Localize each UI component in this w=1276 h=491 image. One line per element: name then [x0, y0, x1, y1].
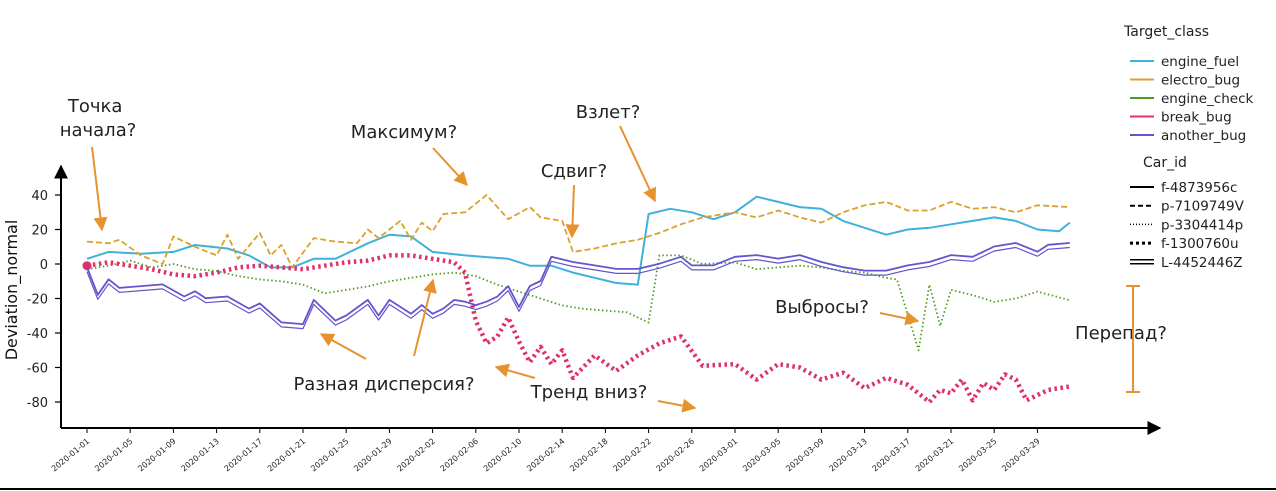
legend-label-car: f-4873956c — [1161, 180, 1237, 196]
annotation-arrow-max — [432, 147, 468, 187]
annotation-trend: Тренд вниз? — [530, 382, 648, 403]
x-tick-label: 2020-02-22 — [611, 437, 652, 474]
legend-label-car: L-4452446Z — [1161, 255, 1243, 271]
x-tick-label: 2020-01-09 — [136, 437, 177, 474]
series-line-another_bug-second — [86, 246, 1070, 330]
x-tick-label: 2020-02-10 — [482, 437, 523, 474]
annotation-bracket-drop — [1126, 285, 1140, 393]
legend-label-break_bug: break_bug — [1161, 110, 1232, 126]
annotation-start: Точка начала? — [60, 96, 137, 141]
series-line-break_bug — [86, 253, 1071, 405]
y-tick-label: -80 — [27, 396, 48, 411]
annotation-arrow-outliers — [879, 311, 920, 326]
x-tick-label: 2020-01-25 — [309, 437, 350, 474]
legend-title-class: Target_class — [1123, 24, 1209, 40]
legend-label-electro_bug: electro_bug — [1161, 73, 1240, 89]
annotation-outliers: Выбросы? — [775, 297, 869, 318]
y-tick-labels: 40 20 0 -20 -40 -60 -80 — [27, 189, 61, 411]
annotation-arrow-takeoff — [619, 125, 657, 203]
annotation-arrow-trend-left — [494, 363, 536, 379]
legend-label-another_bug: another_bug — [1161, 128, 1246, 144]
annotation-arrow-shift — [565, 184, 580, 239]
x-tick-label: 2020-02-26 — [655, 437, 696, 474]
legend: Target_class engine_fuel electro_bugengine… — [1123, 24, 1254, 271]
legend-label-car: p-3304414p — [1161, 217, 1243, 233]
x-tick-label: 2020-03-05 — [741, 437, 782, 474]
y-tick-label: 40 — [31, 189, 48, 204]
y-tick-label: 20 — [31, 224, 48, 239]
x-tick-label: 2020-02-14 — [525, 437, 566, 474]
x-tick-label: 2020-03-25 — [957, 437, 998, 474]
annotation-arrow-trend-right — [657, 398, 697, 413]
legend-title-car: Car_id — [1143, 155, 1187, 171]
series-line-engine_check — [86, 254, 1071, 352]
x-tick-label: 2020-03-09 — [784, 437, 825, 474]
y-tick-label: 0 — [40, 258, 48, 273]
legend-label-car: f-1300760u — [1161, 236, 1239, 252]
x-tick-label: 2020-02-02 — [395, 437, 436, 474]
x-tick-label: 2020-01-13 — [179, 437, 220, 474]
x-tick-label: 2020-03-29 — [1000, 437, 1041, 474]
series-line-electro_bug — [86, 194, 1070, 269]
annotation-takeoff: Взлет? — [576, 102, 641, 123]
x-tick-label: 2020-01-17 — [223, 437, 264, 474]
legend-label-car: p-7109749V — [1161, 199, 1245, 215]
annotation-max: Максимум? — [351, 122, 457, 143]
y-tick-label: -40 — [27, 327, 48, 342]
legend-label-engine_check: engine_check — [1161, 91, 1254, 107]
x-tick-label: 2020-03-01 — [698, 437, 739, 474]
x-tick-labels: 2020-01-01 2020-01-05 2020-01-09 2020-01-13… — [50, 428, 1042, 473]
x-tick-label: 2020-03-17 — [871, 437, 912, 474]
x-tick-label: 2020-02-06 — [439, 437, 480, 474]
series-start-marker — [82, 261, 92, 271]
legend-label-engine_fuel: engine_fuel — [1161, 54, 1239, 70]
annotation-drop: Перепад? — [1075, 323, 1167, 344]
annotation-arrow-variance-right — [413, 278, 437, 357]
x-tick-label: 2020-01-01 — [50, 437, 91, 474]
x-tick-label: 2020-02-18 — [568, 437, 609, 474]
x-tick-label: 2020-01-21 — [266, 437, 307, 474]
annotation-arrow-variance-left — [319, 333, 367, 360]
x-tick-label: 2020-03-13 — [827, 437, 868, 474]
annotation-shift: Сдвиг? — [541, 161, 607, 182]
y-tick-label: -20 — [27, 293, 48, 308]
series-line-another_bug — [86, 242, 1070, 326]
x-tick-label: 2020-01-29 — [352, 437, 393, 474]
x-tick-label: 2020-03-21 — [914, 437, 955, 474]
annotation-arrow-start — [91, 146, 108, 232]
y-axis-label: Deviation_normal — [2, 220, 22, 361]
series-group — [82, 194, 1071, 405]
annotations: Точка начала? Максимум? Сдвиг? Взлет? Вы… — [60, 96, 1167, 413]
x-tick-label: 2020-01-05 — [93, 437, 134, 474]
annotation-variance: Разная дисперсия? — [293, 374, 474, 395]
y-tick-label: -60 — [27, 362, 48, 377]
